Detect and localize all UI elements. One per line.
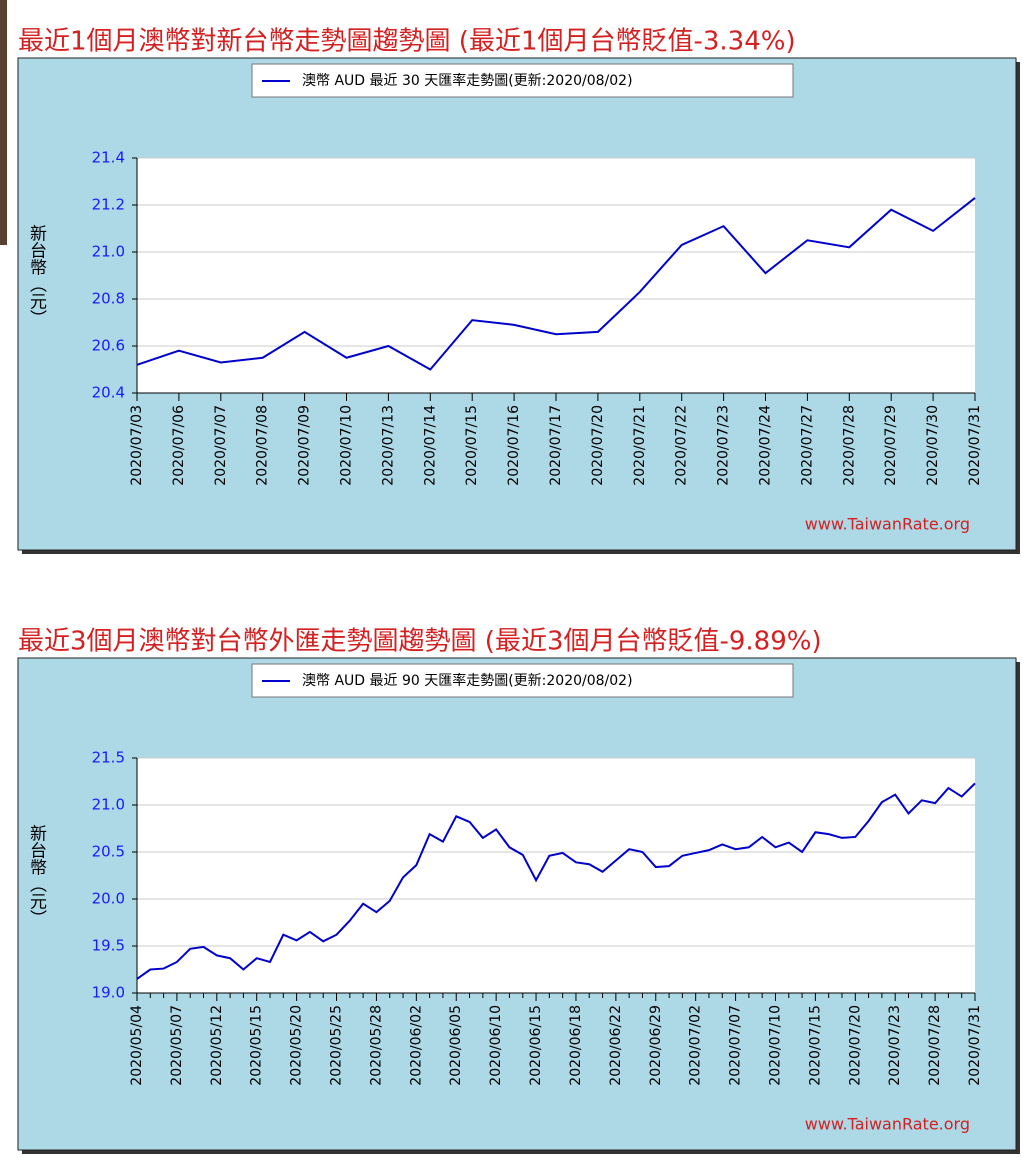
x-tick-label: 2020/07/15 (807, 1005, 823, 1086)
x-tick-label: 2020/07/13 (380, 405, 396, 486)
background-fragment (0, 0, 7, 245)
y-tick-label: 20.4 (92, 384, 125, 402)
x-tick-label: 2020/07/21 (632, 405, 648, 486)
x-tick-label: 2020/07/29 (883, 405, 899, 486)
x-tick-label: 2020/07/24 (758, 405, 774, 486)
y-tick-label: 20.8 (92, 290, 125, 308)
x-tick-label: 2020/06/10 (488, 1005, 504, 1086)
y-tick-label: 21.4 (92, 149, 125, 167)
y-tick-label: 21.0 (92, 796, 125, 814)
x-tick-label: 2020/07/30 (925, 405, 941, 486)
y-tick-label: 21.5 (92, 749, 125, 767)
x-tick-label: 2020/05/07 (169, 1005, 185, 1086)
x-tick-label: 2020/07/03 (129, 405, 145, 486)
legend-label: 澳幣 AUD 最近 30 天匯率走勢圖(更新:2020/08/02) (302, 72, 633, 89)
y-tick-label: 19.0 (92, 984, 125, 1002)
x-tick-label: 2020/05/28 (368, 1005, 384, 1086)
x-tick-label: 2020/07/23 (716, 405, 732, 486)
x-tick-label: 2020/07/14 (422, 405, 438, 486)
x-tick-label: 2020/07/16 (506, 405, 522, 486)
plot-area (137, 158, 975, 393)
x-tick-label: 2020/07/28 (927, 1005, 943, 1086)
annotation: www.TaiwanRate.org (805, 515, 970, 534)
data-line (136, 782, 976, 980)
legend-box (251, 63, 794, 98)
x-tick-label: 2020/07/22 (674, 405, 690, 486)
x-tick-label: 2020/07/31 (967, 405, 983, 486)
y-tick-label: 20.0 (92, 890, 125, 908)
x-tick-label: 2020/07/10 (767, 1005, 783, 1086)
x-tick-label: 2020/06/15 (528, 1005, 544, 1086)
y-axis-label: 新台幣（元） (26, 824, 47, 926)
x-tick-label: 2020/07/15 (464, 405, 480, 486)
legend-label: 澳幣 AUD 最近 90 天匯率走勢圖(更新:2020/08/02) (302, 672, 633, 689)
x-tick-label: 2020/07/10 (339, 405, 355, 486)
x-tick-label: 2020/06/22 (608, 1005, 624, 1086)
y-tick-label: 20.5 (92, 843, 125, 861)
x-tick-label: 2020/07/17 (548, 405, 564, 486)
y-tick-label: 21.0 (92, 243, 125, 261)
x-tick-label: 2020/07/27 (799, 405, 815, 486)
x-tick-label: 2020/07/07 (213, 405, 229, 486)
data-line (136, 197, 976, 371)
x-tick-label: 2020/06/18 (568, 1005, 584, 1086)
y-axis-label: 新台幣（元） (26, 224, 47, 326)
y-tick-label: 19.5 (92, 937, 125, 955)
x-tick-label: 2020/07/31 (967, 1005, 983, 1086)
x-tick-label: 2020/05/25 (329, 1005, 345, 1086)
x-tick-label: 2020/07/20 (847, 1005, 863, 1086)
x-tick-label: 2020/07/06 (171, 405, 187, 486)
x-tick-label: 2020/07/28 (841, 405, 857, 486)
x-tick-label: 2020/05/20 (289, 1005, 305, 1086)
x-tick-label: 2020/07/20 (590, 405, 606, 486)
x-tick-label: 2020/06/02 (408, 1005, 424, 1086)
x-tick-label: 2020/05/04 (129, 1005, 145, 1086)
x-tick-label: 2020/05/15 (249, 1005, 265, 1086)
x-tick-label: 2020/07/09 (297, 405, 313, 486)
x-tick-label: 2020/07/08 (255, 405, 271, 486)
x-tick-label: 2020/06/05 (448, 1005, 464, 1086)
x-tick-label: 2020/07/02 (688, 1005, 704, 1086)
x-tick-label: 2020/07/23 (887, 1005, 903, 1086)
chart-title: 最近1個月澳幣對新台幣走勢圖趨勢圖 (最近1個月台幣貶值-3.34%) (18, 27, 796, 57)
x-tick-label: 2020/07/07 (728, 1005, 744, 1086)
plot-area (137, 758, 975, 993)
chart-title: 最近3個月澳幣對台幣外匯走勢圖趨勢圖 (最近3個月台幣貶值-9.89%) (18, 627, 822, 657)
x-tick-label: 2020/06/29 (648, 1005, 664, 1086)
x-tick-label: 2020/05/12 (209, 1005, 225, 1086)
legend-box (251, 663, 794, 698)
y-tick-label: 21.2 (92, 196, 125, 214)
y-tick-label: 20.6 (92, 337, 125, 355)
annotation: www.TaiwanRate.org (805, 1115, 970, 1134)
